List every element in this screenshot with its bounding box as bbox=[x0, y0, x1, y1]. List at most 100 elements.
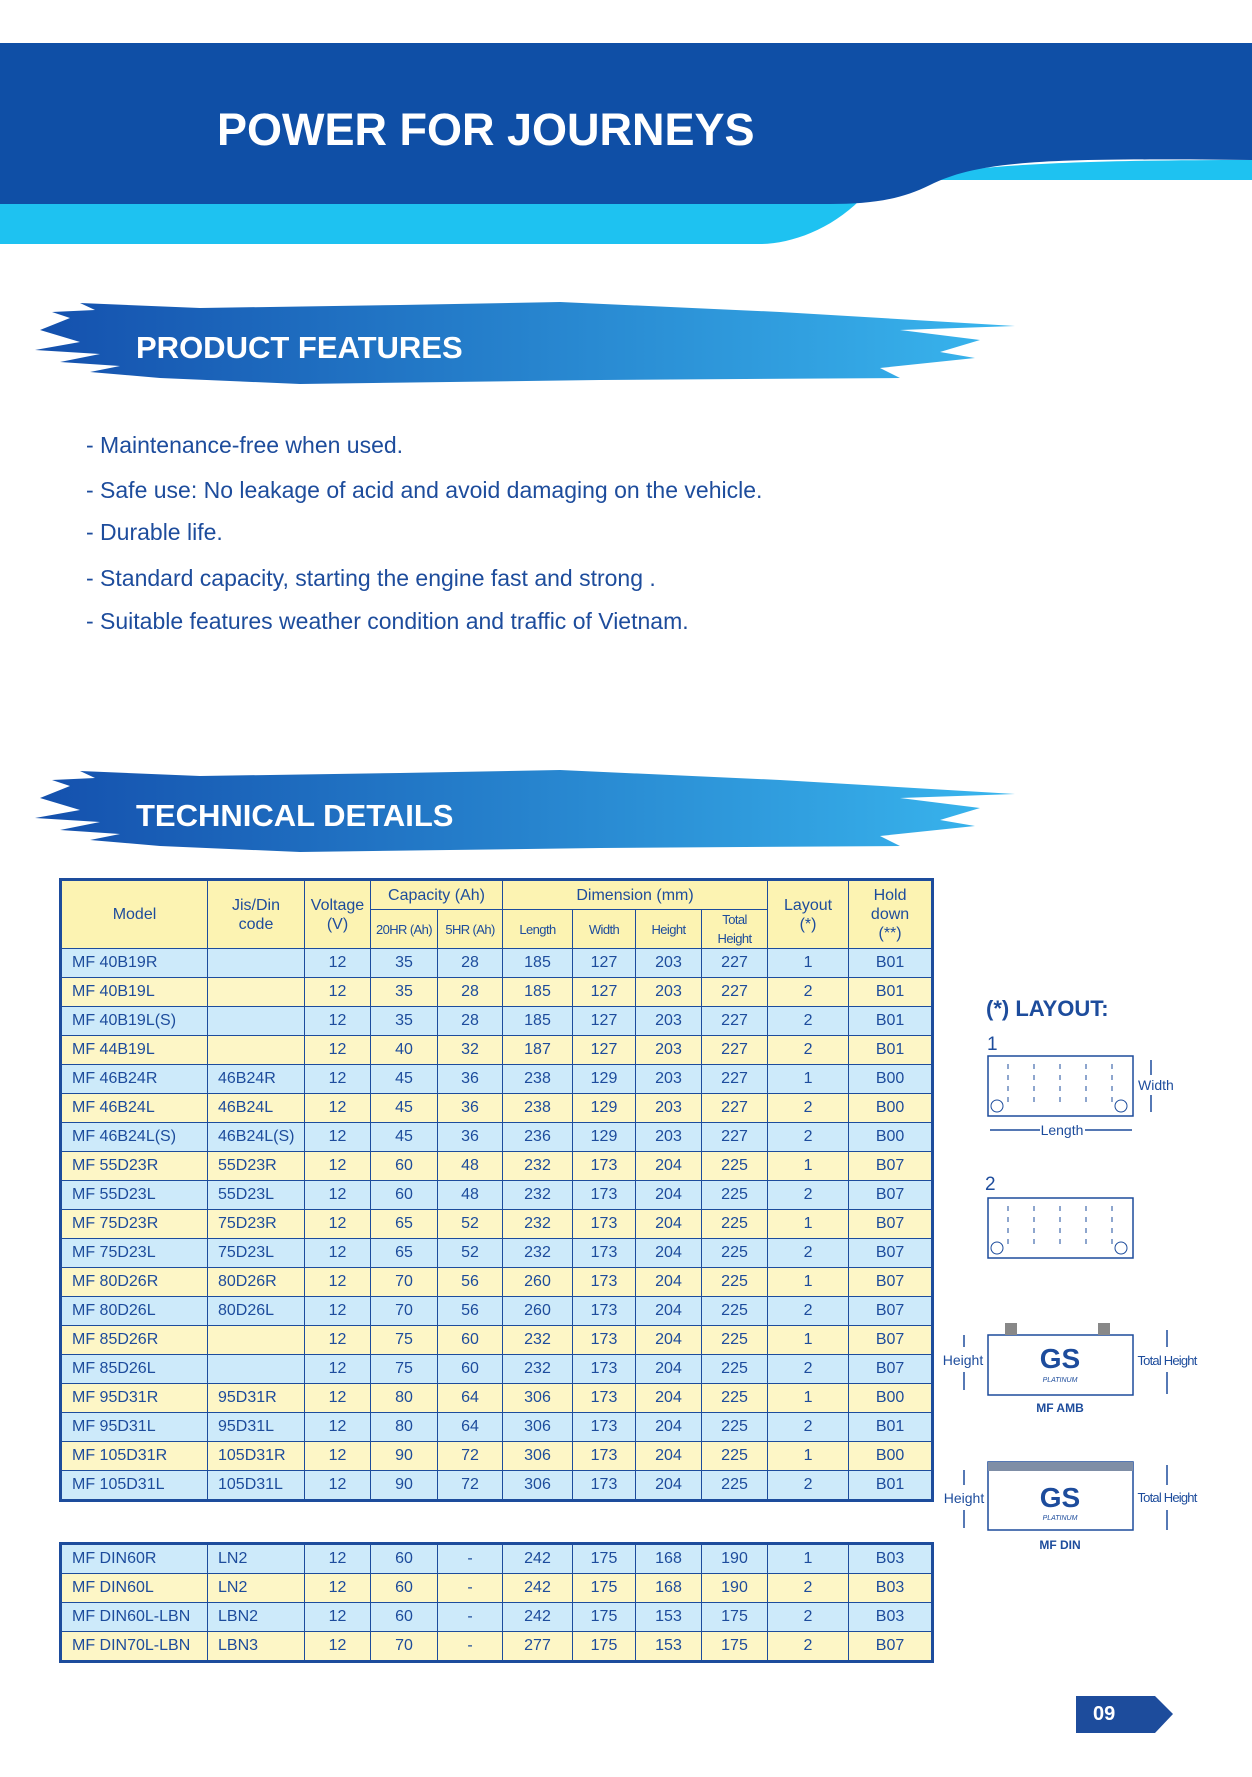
table-cell: 190 bbox=[701, 1543, 768, 1574]
feature: - Maintenance-free when used. bbox=[86, 432, 404, 458]
table-cell: 12 bbox=[304, 1325, 371, 1355]
table-cell: 12 bbox=[304, 1470, 371, 1501]
table-cell: 173 bbox=[572, 1354, 637, 1384]
table-cell: 173 bbox=[572, 1209, 637, 1239]
table-cell: 72 bbox=[436, 1470, 504, 1501]
table-row: MF 105D31L 105D31L 12 90 72 306 173 204 225 2 B01 bbox=[60, 1470, 934, 1501]
table-cell: 173 bbox=[572, 1412, 637, 1442]
table-cell: 75 bbox=[370, 1354, 438, 1384]
table-cell: 204 bbox=[635, 1151, 703, 1181]
header: Height bbox=[635, 909, 703, 949]
table-cell: 175 bbox=[572, 1631, 636, 1662]
table-cell: 60 bbox=[436, 1354, 504, 1384]
table-cell: 185 bbox=[502, 948, 574, 978]
table-cell: 12 bbox=[304, 1441, 371, 1471]
table-cell: MF 105D31L bbox=[60, 1470, 208, 1501]
header: Layout (*) bbox=[767, 879, 850, 949]
table-cell: 2 bbox=[767, 1122, 850, 1152]
table-cell: 56 bbox=[436, 1267, 504, 1297]
table-cell: 45 bbox=[370, 1122, 438, 1152]
table-cell: 12 bbox=[304, 1180, 371, 1210]
page-number: 09 bbox=[1093, 1703, 1116, 1725]
table-cell: 225 bbox=[701, 1441, 769, 1471]
header: Length bbox=[502, 909, 574, 949]
header: 5HR (Ah) bbox=[436, 909, 504, 949]
table-cell: 65 bbox=[370, 1238, 438, 1268]
table-cell: B07 bbox=[848, 1180, 934, 1210]
table-cell: MF 46B24L bbox=[60, 1093, 208, 1123]
table-cell: 175 bbox=[572, 1573, 636, 1603]
table-cell: MF 55D23R bbox=[60, 1151, 208, 1181]
table-cell: 175 bbox=[701, 1602, 768, 1632]
table-cell: 187 bbox=[502, 1035, 574, 1065]
table-cell: B07 bbox=[848, 1354, 934, 1384]
label: 1 bbox=[987, 1034, 998, 1055]
label: MF DIN bbox=[1039, 1538, 1080, 1552]
table-cell: 90 bbox=[370, 1441, 438, 1471]
table-cell: 70 bbox=[370, 1631, 438, 1662]
table-cell: 46B24L bbox=[207, 1093, 305, 1123]
table-cell: 203 bbox=[635, 1006, 703, 1036]
table-cell: 12 bbox=[304, 1296, 371, 1326]
table-cell: 12 bbox=[304, 1093, 371, 1123]
table-cell: MF 80D26L bbox=[60, 1296, 208, 1326]
table-row: MF 105D31R 105D31R 12 90 72 306 173 204 225 1 B00 bbox=[60, 1441, 934, 1471]
table-cell: B00 bbox=[848, 1441, 934, 1471]
table-row: MF 80D26R 80D26R 12 70 56 260 173 204 225 1 B07 bbox=[60, 1267, 934, 1297]
table-cell: 75 bbox=[370, 1325, 438, 1355]
table-cell: 225 bbox=[701, 1238, 769, 1268]
table-cell: 45 bbox=[370, 1093, 438, 1123]
table-cell: 75D23R bbox=[207, 1209, 305, 1239]
table-cell: 1 bbox=[767, 948, 850, 978]
table-cell: 12 bbox=[304, 1383, 371, 1413]
table-cell: 260 bbox=[502, 1296, 574, 1326]
table-cell: 52 bbox=[436, 1238, 504, 1268]
table-cell: 204 bbox=[635, 1470, 703, 1501]
table-cell: MF 80D26R bbox=[60, 1267, 208, 1297]
table-cell: 12 bbox=[304, 1006, 371, 1036]
table-cell bbox=[207, 1006, 305, 1036]
table-cell: 204 bbox=[635, 1180, 703, 1210]
header: Width bbox=[572, 909, 637, 949]
table-cell: MF 46B24L(S) bbox=[60, 1122, 208, 1152]
table-cell: 2 bbox=[767, 1296, 850, 1326]
table-cell: - bbox=[437, 1543, 503, 1574]
table-cell: 2 bbox=[767, 1354, 850, 1384]
table-cell: B03 bbox=[848, 1573, 933, 1603]
table-cell: 238 bbox=[502, 1064, 574, 1094]
feature: - Durable life. bbox=[86, 519, 223, 545]
table-cell: 105D31R bbox=[207, 1441, 305, 1471]
table-cell: - bbox=[437, 1602, 503, 1632]
table-cell: MF 44B19L bbox=[60, 1035, 208, 1065]
layout-diagram: (*) LAYOUT: 1 Width Length 2 Height Tota… bbox=[943, 996, 1199, 1552]
table-row: MF 44B19L 12 40 32 187 127 203 227 2 B01 bbox=[60, 1035, 934, 1065]
table-cell: MF DIN70L-LBN bbox=[60, 1631, 208, 1662]
table-cell: 127 bbox=[572, 948, 637, 978]
table-cell: 306 bbox=[502, 1412, 574, 1442]
table-cell: B07 bbox=[848, 1267, 934, 1297]
table-cell: 80 bbox=[370, 1383, 438, 1413]
table-cell: 173 bbox=[572, 1238, 637, 1268]
table-cell: 225 bbox=[701, 1180, 769, 1210]
table-cell: MF 75D23R bbox=[60, 1209, 208, 1239]
table-cell: 173 bbox=[572, 1470, 637, 1501]
header: Dimension (mm) bbox=[502, 879, 769, 910]
table-cell: 232 bbox=[502, 1180, 574, 1210]
brand: GS bbox=[1040, 1343, 1080, 1374]
table-cell: 173 bbox=[572, 1180, 637, 1210]
table-cell: 225 bbox=[701, 1470, 769, 1501]
table-cell: 36 bbox=[436, 1122, 504, 1152]
table-cell: 227 bbox=[701, 1035, 769, 1065]
header: Model bbox=[60, 879, 208, 949]
table-cell: 64 bbox=[436, 1383, 504, 1413]
table-cell: 70 bbox=[370, 1267, 438, 1297]
table-cell: 175 bbox=[572, 1543, 636, 1574]
table-cell: 60 bbox=[436, 1325, 504, 1355]
table-cell: 45 bbox=[370, 1064, 438, 1094]
table-cell: MF 40B19R bbox=[60, 948, 208, 978]
table-cell: 2 bbox=[767, 1035, 850, 1065]
table-cell: 306 bbox=[502, 1383, 574, 1413]
table-cell: 35 bbox=[370, 977, 438, 1007]
table-cell: MF 40B19L(S) bbox=[60, 1006, 208, 1036]
